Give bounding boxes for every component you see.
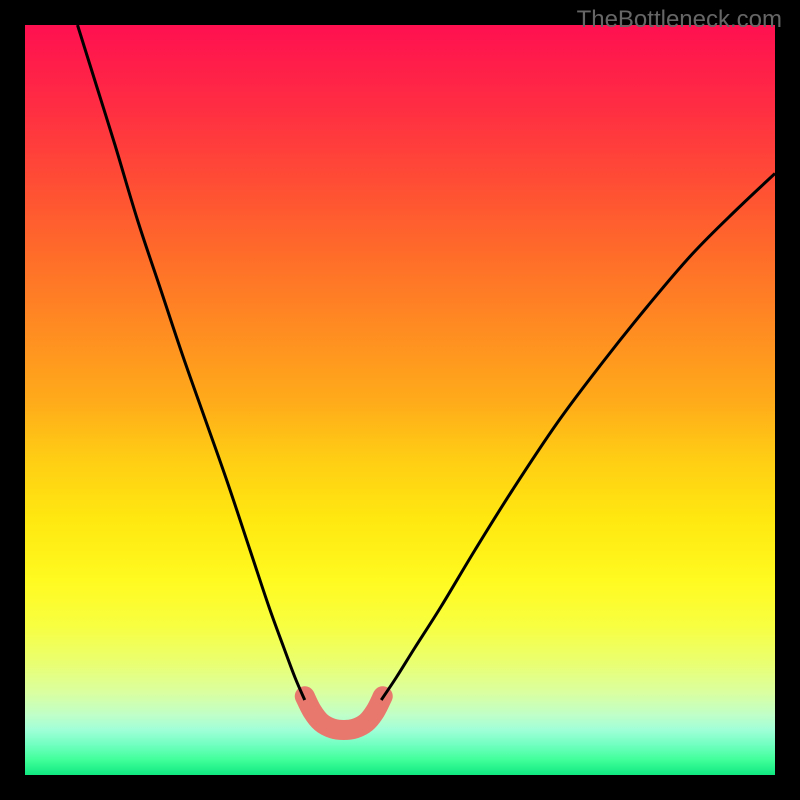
curve-right-branch: [381, 174, 775, 701]
bottleneck-curve: [25, 25, 775, 775]
plot-area: [25, 25, 775, 775]
valley-marker: [305, 696, 383, 730]
curve-left-branch: [78, 25, 305, 700]
attribution-label: TheBottleneck.com: [577, 6, 782, 34]
